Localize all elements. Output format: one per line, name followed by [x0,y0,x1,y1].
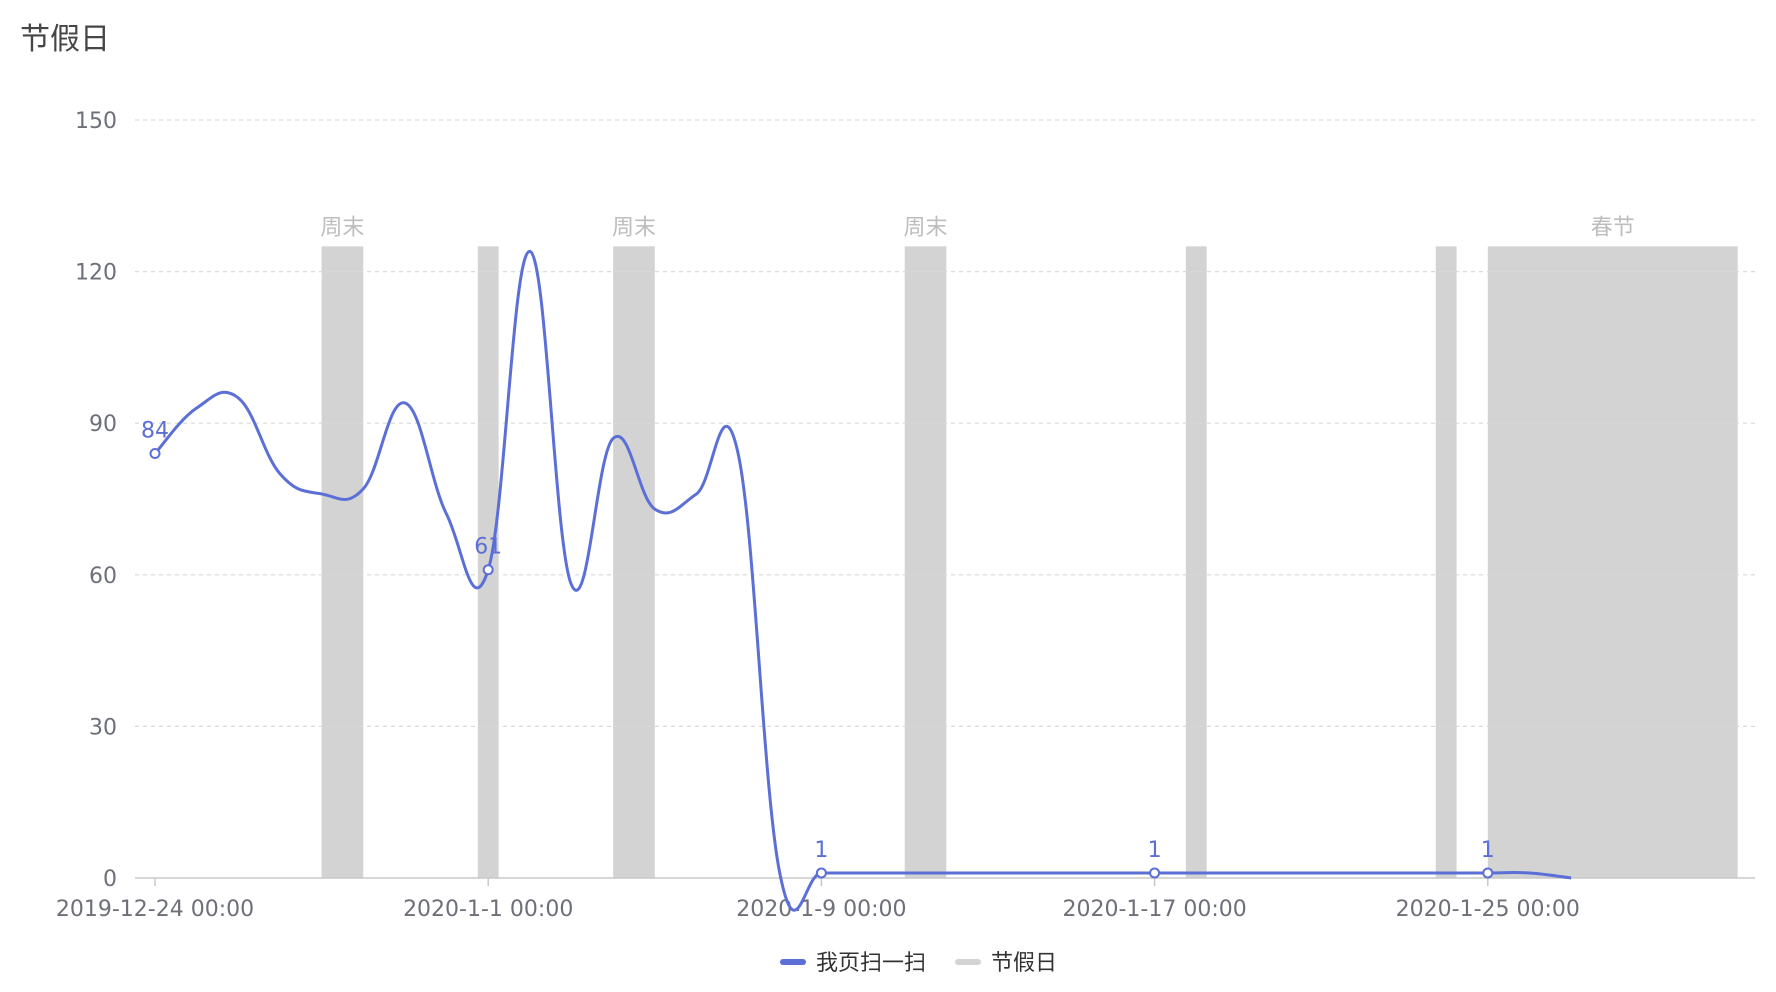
chart-title: 节假日 [20,22,110,57]
y-tick-label: 60 [89,564,117,589]
legend-label[interactable]: 节假日 [991,951,1057,976]
legend-swatch[interactable] [780,959,806,965]
holiday-band [904,246,947,879]
x-tick-label: 2020-1-17 00:00 [1062,897,1246,922]
grid-lines [135,119,1755,728]
x-tick-label: 2020-1-9 00:00 [736,897,906,922]
y-tick-label: 30 [89,715,117,740]
holiday-band [477,246,499,879]
y-tick-label: 120 [75,261,117,286]
data-point[interactable] [815,867,827,879]
holiday-band [1435,246,1457,879]
x-tick-label: 2020-1-1 00:00 [403,897,573,922]
band-label: 周末 [904,215,948,240]
y-axis: 0 30 60 90 120 150 [75,109,117,892]
x-axis: 2019-12-24 00:00 2020-1-1 00:00 2020-1-9 0… [56,877,1755,922]
y-tick-label: 150 [75,109,117,134]
band-label: 周末 [320,215,364,240]
series-layer: 84 61 1 1 1 [141,249,1572,912]
data-label: 84 [141,419,169,444]
data-label: 1 [814,838,828,863]
legend-swatch[interactable] [955,959,981,965]
legend: 我页扫一扫 节假日 [780,951,1057,976]
holiday-band [321,246,364,879]
band-label: 春节 [1591,215,1635,240]
x-tick-label: 2019-12-24 00:00 [56,897,254,922]
holiday-band [1487,246,1738,879]
holiday-band [1185,246,1207,879]
data-label: 61 [474,535,502,560]
band-label: 周末 [612,215,656,240]
data-point[interactable] [1149,867,1161,879]
data-label: 1 [1148,838,1162,863]
x-tick-label: 2020-1-25 00:00 [1396,897,1580,922]
data-point[interactable] [149,448,161,460]
series-line [153,249,1572,912]
data-point[interactable] [482,564,494,576]
data-label: 1 [1481,838,1495,863]
data-point[interactable] [1482,867,1494,879]
holiday-bands: 周末 周末 周末 春节 [320,215,1738,879]
legend-label[interactable]: 我页扫一扫 [816,951,926,976]
y-tick-label: 90 [89,412,117,437]
y-tick-label: 0 [103,867,117,892]
holiday-band [613,246,655,879]
